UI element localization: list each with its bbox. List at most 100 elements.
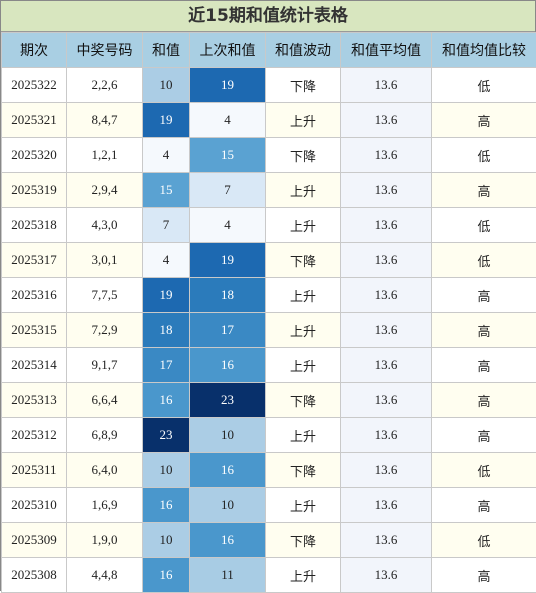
cell-numbers: 3,0,1: [67, 243, 143, 278]
cell-trend: 上升: [266, 348, 341, 383]
cell-sum: 16: [143, 383, 190, 418]
cell-compare: 低: [432, 208, 536, 243]
cell-numbers: 8,4,7: [67, 103, 143, 138]
cell-numbers: 4,3,0: [67, 208, 143, 243]
cell-prev-sum: 16: [190, 348, 266, 383]
cell-prev-sum: 4: [190, 103, 266, 138]
cell-prev-sum: 19: [190, 243, 266, 278]
cell-sum: 4: [143, 138, 190, 173]
cell-compare: 低: [432, 243, 536, 278]
cell-sum: 23: [143, 418, 190, 453]
cell-numbers: 6,6,4: [67, 383, 143, 418]
cell-average: 13.6: [341, 523, 432, 558]
cell-prev-sum: 10: [190, 488, 266, 523]
cell-issue: 2025313: [2, 383, 67, 418]
cell-numbers: 7,7,5: [67, 278, 143, 313]
cell-numbers: 1,9,0: [67, 523, 143, 558]
cell-issue: 2025317: [2, 243, 67, 278]
cell-issue: 2025318: [2, 208, 67, 243]
cell-numbers: 2,9,4: [67, 173, 143, 208]
cell-sum: 7: [143, 208, 190, 243]
cell-average: 13.6: [341, 558, 432, 593]
cell-average: 13.6: [341, 313, 432, 348]
header-numbers: 中奖号码: [67, 33, 143, 68]
cell-sum: 10: [143, 453, 190, 488]
cell-average: 13.6: [341, 348, 432, 383]
cell-sum: 16: [143, 558, 190, 593]
cell-trend: 下降: [266, 68, 341, 103]
cell-sum: 17: [143, 348, 190, 383]
cell-compare: 高: [432, 418, 536, 453]
cell-average: 13.6: [341, 103, 432, 138]
cell-prev-sum: 15: [190, 138, 266, 173]
cell-prev-sum: 18: [190, 278, 266, 313]
cell-prev-sum: 19: [190, 68, 266, 103]
cell-issue: 2025312: [2, 418, 67, 453]
cell-numbers: 6,4,0: [67, 453, 143, 488]
cell-average: 13.6: [341, 243, 432, 278]
cell-sum: 19: [143, 103, 190, 138]
sum-stats-table: 期次 中奖号码 和值 上次和值 和值波动 和值平均值 和值均值比较 202532…: [1, 32, 536, 593]
cell-trend: 上升: [266, 313, 341, 348]
header-issue: 期次: [2, 33, 67, 68]
cell-sum: 10: [143, 523, 190, 558]
cell-compare: 低: [432, 68, 536, 103]
cell-prev-sum: 16: [190, 453, 266, 488]
cell-compare: 高: [432, 348, 536, 383]
cell-prev-sum: 11: [190, 558, 266, 593]
cell-issue: 2025319: [2, 173, 67, 208]
cell-issue: 2025315: [2, 313, 67, 348]
table-title: 近15期和值统计表格: [1, 1, 535, 32]
cell-issue: 2025310: [2, 488, 67, 523]
cell-compare: 低: [432, 138, 536, 173]
cell-trend: 上升: [266, 173, 341, 208]
header-prev-sum: 上次和值: [190, 33, 266, 68]
cell-trend: 上升: [266, 278, 341, 313]
cell-average: 13.6: [341, 488, 432, 523]
cell-average: 13.6: [341, 453, 432, 488]
cell-sum: 18: [143, 313, 190, 348]
cell-prev-sum: 23: [190, 383, 266, 418]
cell-trend: 上升: [266, 418, 341, 453]
cell-sum: 10: [143, 68, 190, 103]
table-header-row: 期次 中奖号码 和值 上次和值 和值波动 和值平均值 和值均值比较: [2, 33, 536, 68]
cell-compare: 高: [432, 558, 536, 593]
cell-compare: 低: [432, 523, 536, 558]
cell-compare: 高: [432, 103, 536, 138]
cell-numbers: 7,2,9: [67, 313, 143, 348]
header-sum: 和值: [143, 33, 190, 68]
header-average: 和值平均值: [341, 33, 432, 68]
cell-compare: 高: [432, 488, 536, 523]
cell-compare: 高: [432, 173, 536, 208]
cell-issue: 2025309: [2, 523, 67, 558]
cell-trend: 下降: [266, 243, 341, 278]
cell-average: 13.6: [341, 68, 432, 103]
cell-prev-sum: 16: [190, 523, 266, 558]
cell-issue: 2025308: [2, 558, 67, 593]
cell-prev-sum: 17: [190, 313, 266, 348]
cell-trend: 上升: [266, 208, 341, 243]
cell-issue: 2025311: [2, 453, 67, 488]
cell-trend: 下降: [266, 453, 341, 488]
cell-prev-sum: 4: [190, 208, 266, 243]
cell-numbers: 1,2,1: [67, 138, 143, 173]
header-compare: 和值均值比较: [432, 33, 536, 68]
cell-average: 13.6: [341, 208, 432, 243]
cell-compare: 高: [432, 313, 536, 348]
cell-trend: 下降: [266, 523, 341, 558]
cell-trend: 下降: [266, 383, 341, 418]
